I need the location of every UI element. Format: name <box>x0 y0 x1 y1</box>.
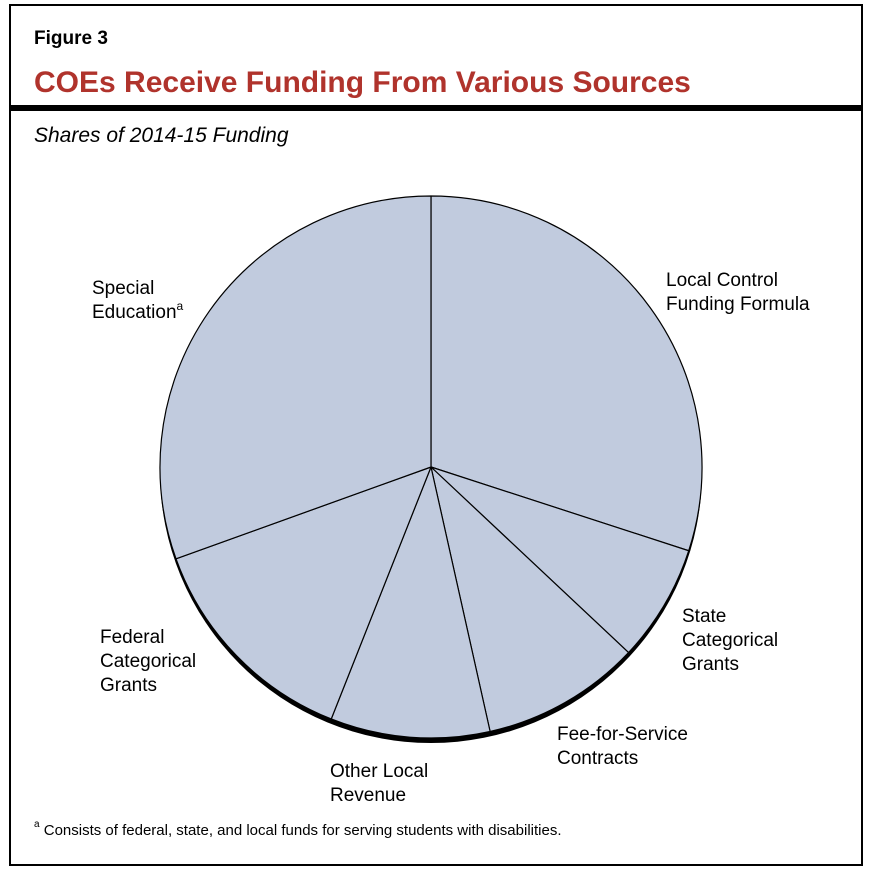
slice-label-2: Fee-for-Service Contracts <box>557 724 688 769</box>
pie-slice-5 <box>159 195 432 560</box>
slice-label-0: Local Control Funding Formula <box>666 270 810 315</box>
pie-slice-3 <box>330 466 491 739</box>
chart-subtitle: Shares of 2014-15 Funding <box>34 124 289 147</box>
pie-slice-4 <box>175 466 432 720</box>
footnote: a Consists of federal, state, and local … <box>34 819 562 839</box>
pie-slice-0 <box>430 195 703 552</box>
chart-title: COEs Receive Funding From Various Source… <box>34 66 691 99</box>
slice-label-4: Federal Categorical Grants <box>100 627 196 696</box>
slice-label-1: State Categorical Grants <box>682 606 778 675</box>
figure-label: Figure 3 <box>34 28 108 49</box>
slice-label-3: Other Local Revenue <box>330 761 428 806</box>
title-divider <box>9 105 863 111</box>
slice-label-5: Special Educationa <box>92 278 184 323</box>
figure-frame <box>9 4 863 866</box>
pie-slice-2 <box>430 466 630 733</box>
footnote-marker: a <box>34 819 40 830</box>
footnote-text: Consists of federal, state, and local fu… <box>43 822 562 839</box>
pie-slice-1 <box>430 466 690 654</box>
